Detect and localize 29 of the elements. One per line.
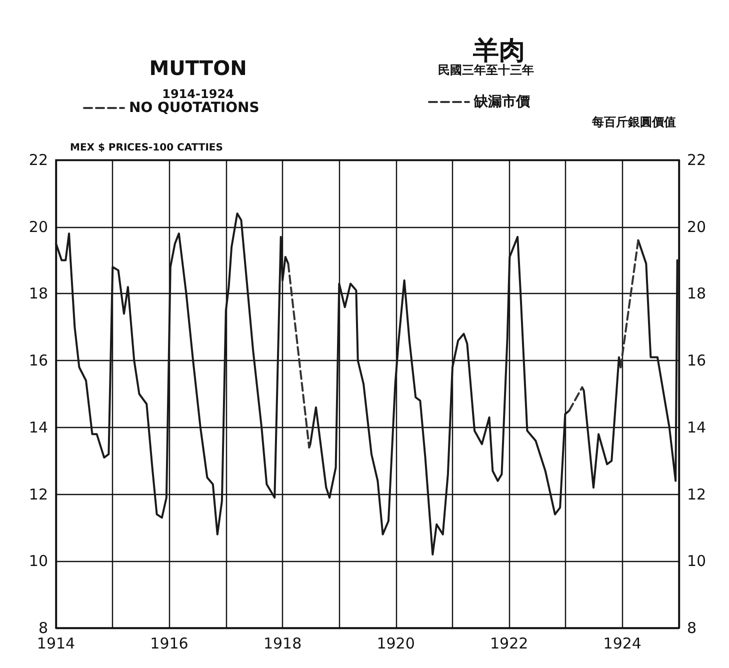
x-tick-label: 1924 [603,634,642,652]
x-tick-label: 1918 [263,634,302,652]
chart-subtitle: 1914-1924 [162,87,234,101]
y2-tick-label: 14 [687,418,706,436]
y-tick-label: 8 [38,619,48,637]
x-tick-label: 1920 [376,634,415,652]
y-tick-label: 20 [28,218,48,236]
y-tick-label: 12 [28,485,48,504]
y-tick-label: 18 [28,284,48,303]
y2-tick-label: 10 [687,552,706,570]
legend-label: NO QUOTATIONS [129,100,260,116]
y2-tick-label: 20 [687,218,706,236]
y2-tick-label: 8 [687,619,697,637]
text: 缺漏市價 [473,93,531,110]
chart-title: MUTTON [149,56,247,80]
x-tick-label: 1914 [36,634,76,652]
y2-tick-label: 12 [687,485,706,504]
x-tick-label: 1922 [490,634,528,652]
y2-tick-label: 18 [687,284,706,303]
y2-tick-label: 22 [687,151,706,169]
y2-axis-title: 每百斤銀圓價值 [591,115,676,129]
y-tick-label: 14 [28,418,48,436]
y2-tick-label: 16 [687,352,706,370]
text: 民國三年至十三年 [438,63,534,77]
y-tick-label: 16 [28,352,48,370]
y-tick-label: 22 [28,151,48,169]
y-axis-title: MEX $ PRICES-100 CATTIES [70,142,223,154]
y-tick-label: 10 [28,552,48,570]
x-tick-label: 1916 [150,634,188,652]
